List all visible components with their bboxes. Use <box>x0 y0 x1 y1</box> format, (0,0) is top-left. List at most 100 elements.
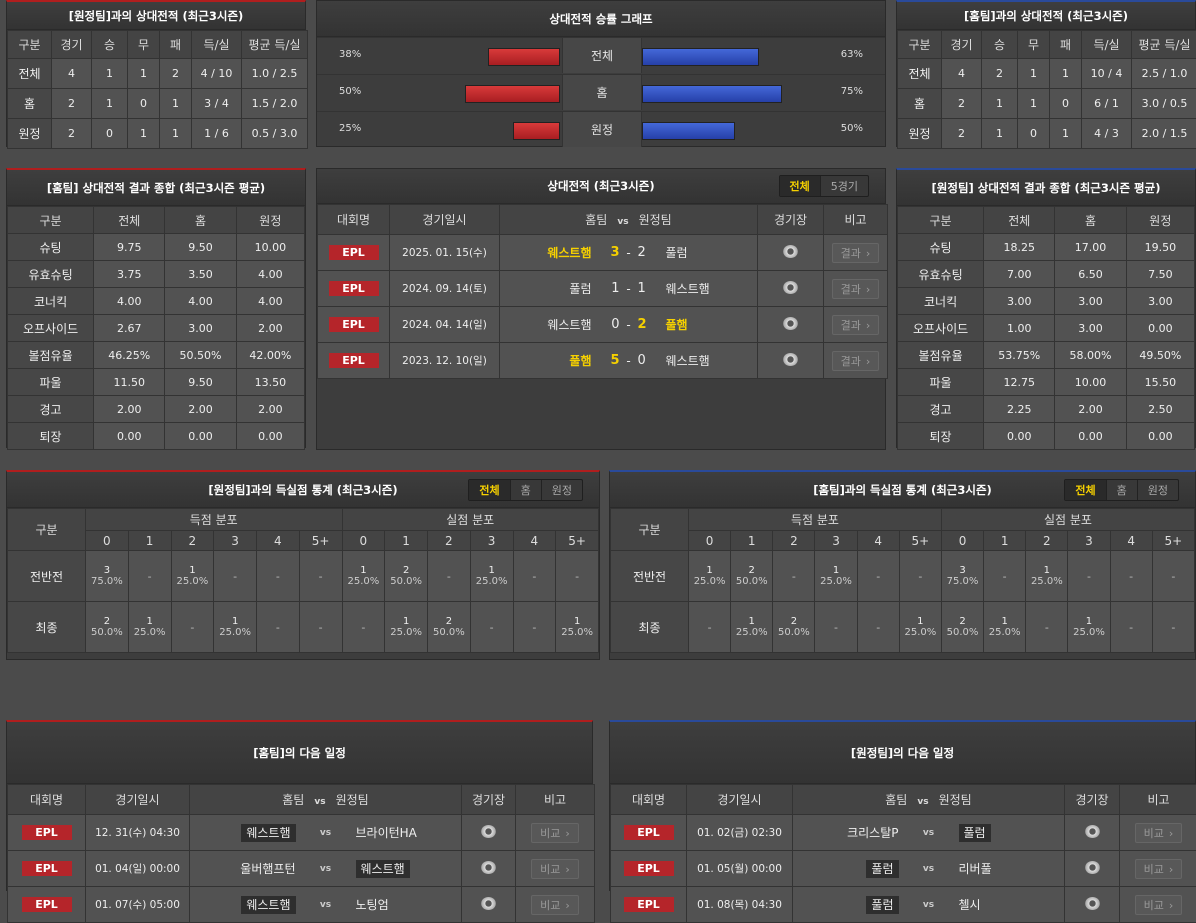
home-team[interactable]: 풀럼 <box>866 860 898 878</box>
home-team[interactable]: 울버햄프턴 <box>240 862 295 876</box>
tab-1[interactable]: 홈 <box>1106 480 1137 500</box>
tab-0[interactable]: 전체 <box>1065 480 1105 500</box>
vs-label: vs <box>899 900 959 910</box>
column-header: 패 <box>160 31 192 59</box>
league-badge[interactable]: EPL <box>624 825 674 840</box>
home-team[interactable]: 풀햄 <box>500 352 592 369</box>
away-team[interactable]: 웨스트햄 <box>650 352 758 369</box>
home-team[interactable]: 웨스트햄 <box>500 244 592 261</box>
away-team[interactable]: 리버풀 <box>959 862 992 876</box>
result-button[interactable]: 결과› <box>832 351 880 371</box>
result-button[interactable]: 결과› <box>832 243 880 263</box>
result-button[interactable]: 결과› <box>832 279 880 299</box>
home-team[interactable]: 풀럼 <box>866 896 898 914</box>
cell: 0 <box>1050 89 1082 119</box>
compare-button[interactable]: 비교› <box>1135 895 1183 915</box>
league-badge[interactable]: EPL <box>624 897 674 912</box>
league-badge[interactable]: EPL <box>22 861 72 876</box>
home-team[interactable]: 크리스탈P <box>847 826 898 840</box>
result-button[interactable]: 결과› <box>832 315 880 335</box>
percent: 25.0% <box>689 576 730 587</box>
home-team[interactable]: 웨스트햄 <box>241 896 295 914</box>
away-winrate-bar <box>465 85 560 103</box>
row-label: 경고 <box>898 396 984 423</box>
away-team[interactable]: 노팅엄 <box>356 898 389 912</box>
tab-2[interactable]: 원정 <box>1137 480 1178 500</box>
bucket-header: 2 <box>1026 531 1068 551</box>
tab-2[interactable]: 원정 <box>541 480 582 500</box>
home-team-wrap: 웨스트햄 <box>190 896 296 913</box>
cell: 2.67 <box>94 315 165 342</box>
away-team[interactable]: 브라이턴HA <box>356 826 417 840</box>
stadium-icon[interactable] <box>1085 897 1100 910</box>
compare-button[interactable]: 비교› <box>531 895 579 915</box>
bucket-header: 0 <box>689 531 731 551</box>
chevron-right-icon: › <box>565 863 569 876</box>
row-label: 오프사이드 <box>8 315 94 342</box>
away-team[interactable]: 웨스트햄 <box>356 860 410 878</box>
empty: - <box>834 621 838 634</box>
note-cell: 비교› <box>1120 887 1196 923</box>
away-team[interactable]: 풀럼 <box>959 824 991 842</box>
stadium-icon[interactable] <box>481 861 496 874</box>
stadium-icon[interactable] <box>783 245 798 258</box>
home-team[interactable]: 웨스트햄 <box>500 316 592 333</box>
league-cell: EPL <box>611 887 687 923</box>
away-winrate-text: 50% <box>339 86 361 97</box>
away-score: 2 <box>638 317 650 332</box>
league-badge[interactable]: EPL <box>22 825 72 840</box>
empty: - <box>532 570 536 583</box>
compare-button[interactable]: 비교› <box>1135 823 1183 843</box>
compare-button[interactable]: 비교› <box>1135 859 1183 879</box>
home-team[interactable]: 웨스트햄 <box>241 824 295 842</box>
league-badge[interactable]: EPL <box>329 245 379 260</box>
cell: 2 <box>52 119 92 149</box>
away-team[interactable]: 풀햄 <box>650 316 758 333</box>
away-team[interactable]: 웨스트햄 <box>650 280 758 297</box>
stadium-icon[interactable] <box>783 317 798 330</box>
stadium-icon[interactable] <box>481 897 496 910</box>
column-header: 구분 <box>611 509 689 551</box>
compare-button[interactable]: 비교› <box>531 823 579 843</box>
away-team[interactable]: 첼시 <box>959 898 981 912</box>
tab-0[interactable]: 전체 <box>780 176 820 196</box>
stadium-icon[interactable] <box>783 281 798 294</box>
cell: 19.50 <box>1126 234 1194 261</box>
stadium-icon[interactable] <box>481 825 496 838</box>
stadium-icon[interactable] <box>783 353 798 366</box>
cell: 17.00 <box>1055 234 1126 261</box>
home-team[interactable]: 풀럼 <box>500 280 592 297</box>
away-team[interactable]: 풀럼 <box>650 244 758 261</box>
league-cell: EPL <box>8 815 86 851</box>
tab-0[interactable]: 전체 <box>469 480 509 500</box>
league-badge[interactable]: EPL <box>329 353 379 368</box>
league-badge[interactable]: EPL <box>329 281 379 296</box>
empty: - <box>532 621 536 634</box>
stadium-icon[interactable] <box>1085 825 1100 838</box>
tab-1[interactable]: 5경기 <box>820 176 868 196</box>
league-badge[interactable]: EPL <box>624 861 674 876</box>
league-badge[interactable]: EPL <box>22 897 72 912</box>
league-badge[interactable]: EPL <box>329 317 379 332</box>
chevron-right-icon: › <box>565 899 569 912</box>
stadium-icon[interactable] <box>1085 861 1100 874</box>
tab-1[interactable]: 홈 <box>510 480 541 500</box>
percent: 25.0% <box>1026 576 1067 587</box>
compare-button[interactable]: 비교› <box>531 859 579 879</box>
